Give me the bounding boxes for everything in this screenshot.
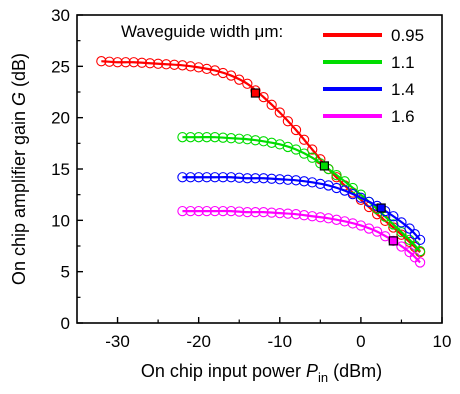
- saturation-marker: [319, 161, 329, 171]
- legend-entry: 1.4: [391, 80, 415, 99]
- legend: Waveguide width μm: 0.95 1.1 1.4 1.6: [121, 22, 424, 126]
- x-axis-label: On chip input power Pin (dBm): [141, 361, 382, 385]
- data-point: [290, 124, 302, 136]
- data-point: [404, 223, 415, 234]
- y-tick-label: 25: [51, 57, 70, 76]
- data-point: [409, 229, 420, 240]
- data-point: [388, 211, 399, 222]
- data-point: [298, 148, 310, 159]
- legend-entry: 1.1: [391, 53, 415, 72]
- data-point: [307, 144, 318, 155]
- fit-line: [182, 135, 421, 252]
- x-tick-label: -20: [186, 332, 211, 351]
- series-layer: [96, 56, 426, 268]
- data-point: [371, 226, 383, 237]
- data-point: [331, 170, 342, 181]
- data-point: [409, 240, 420, 251]
- data-point: [355, 192, 367, 203]
- data-point: [282, 116, 294, 127]
- x-tick-label: 0: [356, 332, 365, 351]
- data-point: [414, 234, 426, 245]
- data-point: [234, 74, 245, 85]
- data-point: [274, 107, 285, 118]
- data-point: [396, 217, 407, 228]
- data-point: [266, 99, 277, 110]
- y-tick-label: 5: [61, 263, 70, 282]
- y-tick-label: 0: [61, 314, 70, 333]
- data-point: [225, 70, 237, 81]
- data-point: [363, 196, 375, 208]
- legend-title: Waveguide width μm:: [121, 22, 283, 41]
- data-point: [404, 247, 415, 258]
- saturation-marker: [250, 88, 261, 98]
- y-tick-label: 10: [51, 211, 70, 230]
- data-point: [396, 241, 407, 252]
- x-tick-label: -10: [267, 332, 292, 351]
- data-point: [396, 229, 407, 240]
- data-point: [409, 252, 420, 263]
- data-point: [388, 219, 399, 230]
- marker-layer: [250, 88, 398, 246]
- saturation-marker: [376, 203, 386, 213]
- data-point: [307, 152, 318, 163]
- legend-entry: 1.6: [391, 107, 415, 126]
- data-point: [298, 134, 310, 145]
- data-point: [290, 144, 302, 155]
- legend-entry: 0.95: [391, 26, 424, 45]
- series-1.6: [177, 205, 426, 268]
- y-tick-label: 20: [51, 109, 70, 128]
- data-point: [380, 231, 391, 242]
- data-point: [414, 245, 426, 257]
- y-tick-label: 30: [51, 6, 70, 25]
- fit-line: [182, 209, 421, 264]
- y-axis-label: On chip amplifier gain G (dB): [9, 53, 29, 285]
- saturation-marker: [388, 236, 398, 246]
- x-tick-label: 10: [433, 332, 452, 351]
- y-tick-label: 15: [51, 160, 70, 179]
- data-point: [404, 234, 415, 245]
- data-point: [414, 257, 426, 268]
- series-1.4: [177, 172, 426, 245]
- x-tick-label: -30: [105, 332, 130, 351]
- data-point: [242, 78, 253, 89]
- tick-layer: -30 -20 -10 0 10 0 5 10 15 20 25 30: [51, 6, 451, 351]
